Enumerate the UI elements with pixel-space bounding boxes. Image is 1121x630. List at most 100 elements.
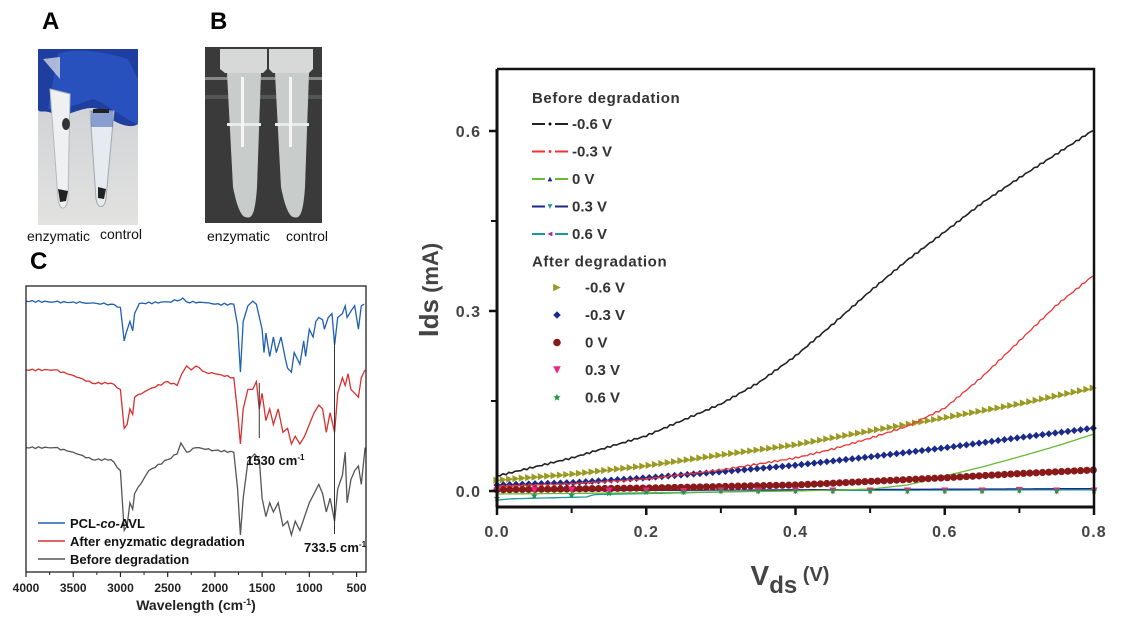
iv-marker bbox=[1007, 435, 1015, 443]
iv-marker bbox=[823, 435, 831, 443]
iv-marker bbox=[924, 474, 932, 483]
iv-marker bbox=[613, 484, 622, 492]
ftir-x-tick-label: 2000 bbox=[202, 581, 229, 595]
iv-marker bbox=[981, 438, 990, 446]
iv-x-tick-label: 0.6 bbox=[932, 524, 957, 541]
iv-marker bbox=[1026, 432, 1034, 440]
iv-marker bbox=[937, 444, 945, 452]
iv-marker bbox=[956, 473, 964, 481]
tube-cap-enzymatic bbox=[220, 49, 267, 73]
iv-marker bbox=[588, 468, 596, 476]
iv-marker bbox=[1057, 391, 1066, 399]
iv-line bbox=[496, 274, 1095, 488]
iv-marker bbox=[854, 429, 863, 437]
iv-marker bbox=[651, 460, 660, 469]
iv-marker bbox=[791, 461, 799, 469]
ftir-x-tick-label: 3500 bbox=[60, 581, 87, 595]
iv-marker bbox=[804, 460, 812, 468]
iv-marker bbox=[835, 456, 844, 464]
iv-marker bbox=[772, 443, 780, 452]
iv-legend-label: 0.6 V bbox=[585, 390, 620, 407]
iv-legend-marker bbox=[548, 122, 552, 126]
iv-marker bbox=[975, 407, 983, 416]
iv-marker bbox=[1032, 431, 1040, 440]
iv-marker bbox=[941, 487, 949, 494]
iv-marker bbox=[721, 450, 729, 458]
ftir-x-tick-label: 1000 bbox=[296, 581, 323, 595]
iv-marker bbox=[886, 476, 894, 485]
iv-marker bbox=[658, 484, 666, 492]
iv-marker bbox=[1016, 486, 1023, 494]
iv-marker bbox=[594, 467, 603, 475]
iv-marker bbox=[766, 463, 774, 472]
iv-marker bbox=[620, 484, 628, 492]
iv-marker bbox=[792, 487, 799, 494]
iv-marker bbox=[537, 479, 546, 488]
iv-marker bbox=[873, 426, 882, 434]
iv-marker bbox=[569, 470, 577, 478]
iv-marker bbox=[867, 477, 875, 485]
iv-marker bbox=[791, 481, 799, 489]
iv-marker bbox=[1013, 470, 1021, 478]
iv-marker bbox=[969, 472, 977, 480]
iv-y-tick-label: 0.0 bbox=[456, 484, 481, 501]
iv-y-tick-label: 0.3 bbox=[456, 304, 481, 321]
iv-marker bbox=[569, 478, 577, 487]
ftir-x-tick-label: 500 bbox=[347, 581, 367, 595]
iv-marker bbox=[912, 475, 920, 483]
iv-y-axis-label: Ids (mA) bbox=[413, 243, 444, 337]
iv-marker bbox=[943, 443, 951, 452]
iv-marker bbox=[918, 475, 926, 483]
iv-legend-marker bbox=[553, 338, 561, 347]
iv-marker bbox=[842, 431, 850, 440]
ftir-x-tick-label: 1500 bbox=[249, 581, 276, 595]
iv-legend-marker bbox=[553, 311, 561, 319]
iv-marker bbox=[499, 476, 507, 484]
iv-marker bbox=[709, 483, 717, 491]
iv-marker bbox=[816, 480, 825, 488]
iv-marker bbox=[899, 449, 907, 457]
photo-b bbox=[205, 47, 322, 223]
iv-marker bbox=[715, 451, 723, 459]
iv-marker bbox=[556, 471, 565, 479]
iv-marker bbox=[512, 485, 520, 494]
iv-marker bbox=[1019, 469, 1028, 478]
iv-marker bbox=[861, 453, 869, 461]
iv-marker bbox=[988, 437, 996, 445]
iv-marker bbox=[753, 446, 761, 454]
iv-marker bbox=[709, 468, 717, 477]
iv-marker bbox=[594, 484, 603, 493]
iv-marker bbox=[680, 488, 687, 495]
iv-marker bbox=[962, 472, 970, 481]
iv-marker bbox=[861, 428, 869, 436]
iv-series-after-0-6-v bbox=[493, 384, 1097, 484]
iv-marker bbox=[530, 486, 538, 494]
iv-marker bbox=[873, 452, 882, 460]
ftir-series-2 bbox=[25, 441, 366, 538]
iv-marker bbox=[715, 468, 723, 476]
iv-marker bbox=[1051, 468, 1059, 476]
ftir-annotations: 1530 cm-1 733.5 cm-1 bbox=[246, 340, 367, 555]
iv-marker bbox=[904, 487, 911, 494]
iv-marker bbox=[1007, 470, 1015, 478]
iv-marker bbox=[861, 478, 869, 486]
iv-marker bbox=[626, 475, 634, 483]
iv-marker bbox=[867, 427, 875, 435]
iv-marker bbox=[829, 487, 837, 494]
iv-marker bbox=[1076, 467, 1085, 475]
iv-marker bbox=[702, 483, 710, 491]
panel-label-b: B bbox=[210, 8, 228, 35]
iv-marker bbox=[950, 442, 958, 451]
iv-marker bbox=[1083, 385, 1091, 393]
iv-marker bbox=[1032, 396, 1040, 404]
iv-marker bbox=[848, 478, 856, 486]
iv-plot-frame-top-right bbox=[497, 67, 1096, 507]
iv-legend-label: 0.3 V bbox=[572, 199, 607, 216]
iv-marker bbox=[785, 481, 793, 489]
iv-legend-marker bbox=[547, 176, 553, 182]
iv-marker bbox=[582, 478, 590, 486]
iv-marker bbox=[620, 464, 628, 472]
iv-marker bbox=[607, 466, 615, 474]
iv-marker bbox=[645, 461, 653, 469]
iv-legend-group-title: Before degradation bbox=[532, 90, 680, 107]
